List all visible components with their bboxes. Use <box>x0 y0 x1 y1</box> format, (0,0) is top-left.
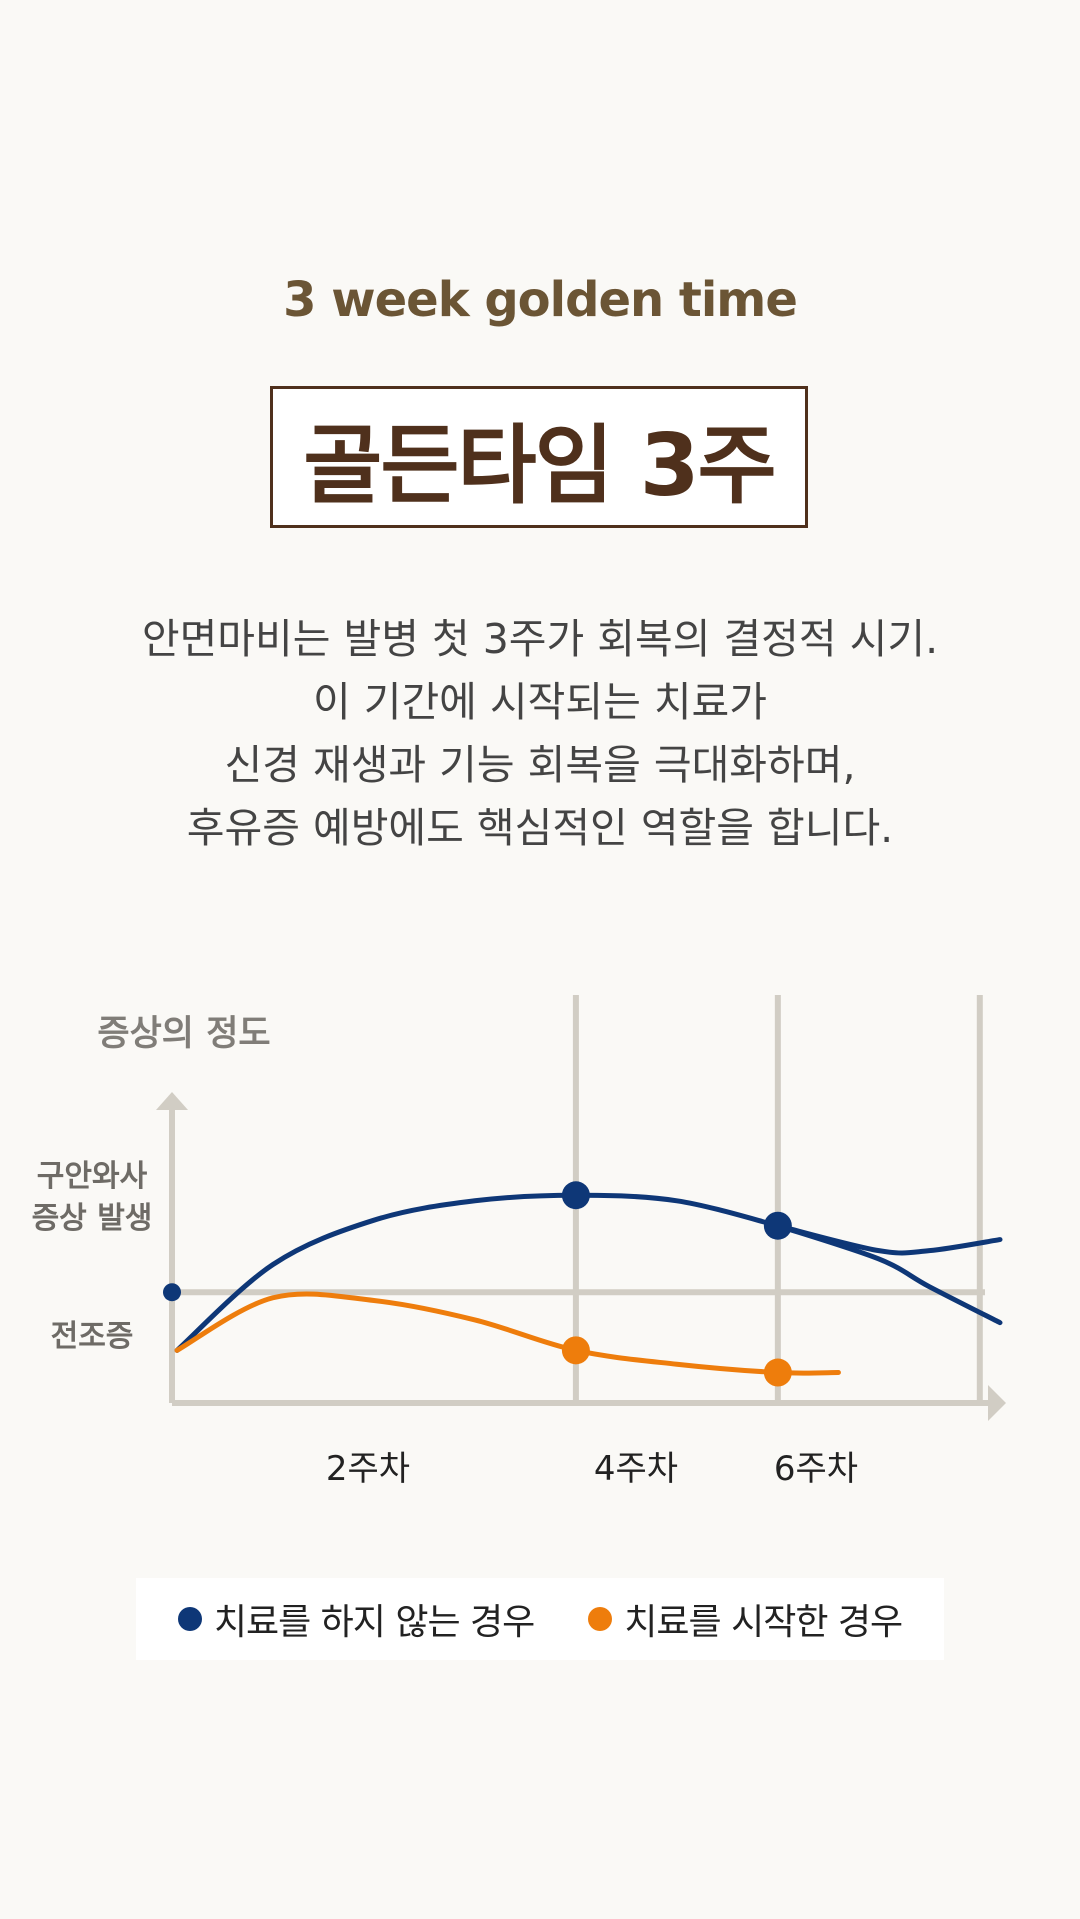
description-line: 안면마비는 발병 첫 3주가 회복의 결정적 시기. <box>141 615 939 663</box>
series-branch-untreated-1 <box>775 1223 1003 1256</box>
x-tick-label: 6주차 <box>774 1449 858 1489</box>
data-point-untreated <box>561 1181 590 1210</box>
description-line: 후유증 예방에도 핵심적인 역할을 합니다. <box>186 804 894 852</box>
legend-marker <box>177 1607 202 1631</box>
y-level-label-onset: 구안와사 <box>37 1159 148 1194</box>
page-subtitle: 3 week golden time <box>283 272 798 328</box>
chart-legend: 치료를 하지 않는 경우 치료를 시작한 경우 <box>136 1578 944 1660</box>
legend-item-untreated: 치료를 하지 않는 경우 <box>177 1593 535 1645</box>
onset-marker <box>163 1283 181 1302</box>
x-axis-arrow <box>988 1385 1006 1421</box>
y-level-label-prodrome: 전조증 <box>51 1319 134 1354</box>
series-branch-untreated-2 <box>775 1223 1003 1326</box>
legend-label: 치료를 하지 않는 경우 <box>213 1602 535 1643</box>
legend-label: 치료를 시작한 경우 <box>624 1602 903 1643</box>
x-tick-label: 2주차 <box>326 1449 410 1489</box>
y-level-label-onset: 증상 발생 <box>32 1201 153 1236</box>
legend-item-treated: 치료를 시작한 경우 <box>588 1593 903 1645</box>
y-axis-arrow <box>156 1092 188 1110</box>
y-axis-label: 증상의 정도 <box>97 1014 270 1054</box>
description-line: 신경 재생과 기능 회복을 극대화하며, <box>224 741 856 789</box>
page-title: 골든타임 3주 <box>303 415 776 516</box>
data-point-untreated <box>763 1211 792 1240</box>
series-line-treated <box>174 1291 841 1376</box>
series-line-untreated <box>174 1192 781 1353</box>
x-tick-label: 4주차 <box>594 1449 678 1489</box>
data-point-treated <box>763 1358 792 1387</box>
data-point-treated <box>561 1336 590 1365</box>
page-title-box: 골든타임 3주 <box>270 386 808 528</box>
legend-marker <box>588 1607 613 1631</box>
description-line: 이 기간에 시작되는 치료가 <box>312 678 768 726</box>
description: 안면마비는 발병 첫 3주가 회복의 결정적 시기. 이 기간에 시작되는 치료… <box>60 608 1020 860</box>
